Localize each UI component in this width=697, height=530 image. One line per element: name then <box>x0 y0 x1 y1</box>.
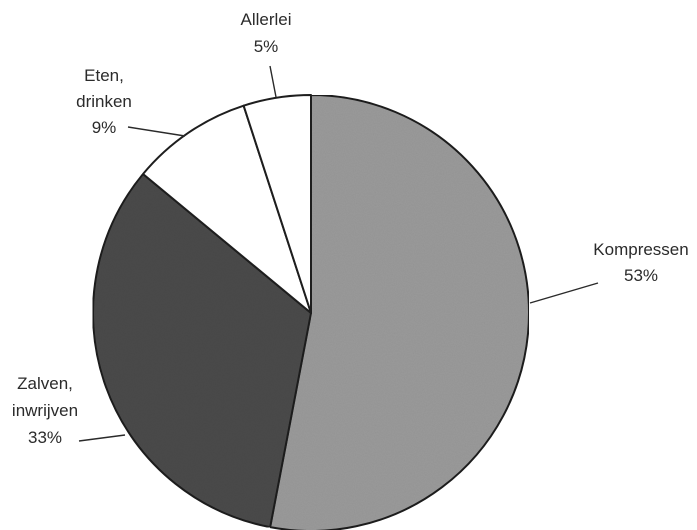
slice-label-zalven-line2: inwrijven <box>12 401 78 420</box>
leader-line-allerlei <box>269 65 277 98</box>
slice-percent-zalven: 33% <box>28 428 62 447</box>
slice-label-allerlei: Allerlei <box>240 10 291 29</box>
leader-lines <box>78 65 599 442</box>
slice-label-kompressen: Kompressen <box>593 240 688 259</box>
slice-labels: Kompressen 53% Zalven, inwrijven 33% Ete… <box>12 10 689 447</box>
slice-percent-eten: 9% <box>92 118 117 137</box>
leader-line-zalven <box>78 434 126 442</box>
slice-label-eten-line2: drinken <box>76 92 132 111</box>
slice-percent-kompressen: 53% <box>624 266 658 285</box>
slice-label-zalven-line1: Zalven, <box>17 374 73 393</box>
slice-label-eten-line1: Eten, <box>84 66 124 85</box>
slice-percent-allerlei: 5% <box>254 37 279 56</box>
pie-slice-eten <box>142 104 312 314</box>
pie-slice-zalven <box>92 173 312 529</box>
pie-slice-allerlei <box>242 94 312 314</box>
pie-slices <box>92 94 530 530</box>
pie-slice-kompressen <box>269 94 530 530</box>
leader-line-kompressen <box>529 282 599 304</box>
leader-line-eten <box>127 126 186 137</box>
